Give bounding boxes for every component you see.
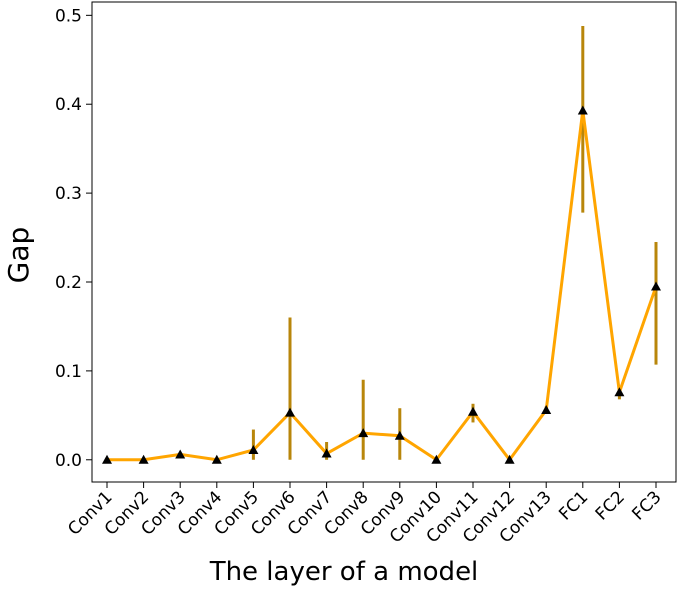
y-tick-label: 0.2: [55, 273, 82, 293]
plot-frame: [91, 1, 677, 483]
x-tick-label: FC3: [628, 487, 665, 524]
marker: [394, 430, 405, 440]
y-tick-label: 0.3: [55, 184, 82, 204]
x-tick-label: FC2: [592, 487, 629, 524]
y-tick-label: 0.0: [55, 451, 82, 471]
x-tick-label: FC1: [555, 487, 592, 524]
y-tick-label: 0.4: [55, 95, 82, 115]
marker: [211, 454, 222, 464]
marker: [358, 428, 369, 438]
marker: [468, 406, 478, 416]
marker: [321, 448, 332, 458]
marker: [102, 454, 112, 464]
y-axis-label: Gap: [2, 227, 35, 284]
marker: [541, 405, 552, 414]
marker: [651, 281, 661, 291]
marker: [285, 407, 295, 417]
marker: [577, 105, 588, 115]
marker: [175, 449, 186, 459]
line: [107, 110, 658, 463]
x-axis-label: The layer of a model: [209, 557, 479, 587]
marker: [138, 454, 149, 464]
y-tick-label: 0.5: [55, 6, 82, 26]
y-tick-label: 0.1: [55, 362, 82, 382]
marker: [614, 387, 625, 397]
marker: [431, 454, 442, 464]
marker: [504, 454, 515, 464]
marker: [248, 445, 259, 454]
